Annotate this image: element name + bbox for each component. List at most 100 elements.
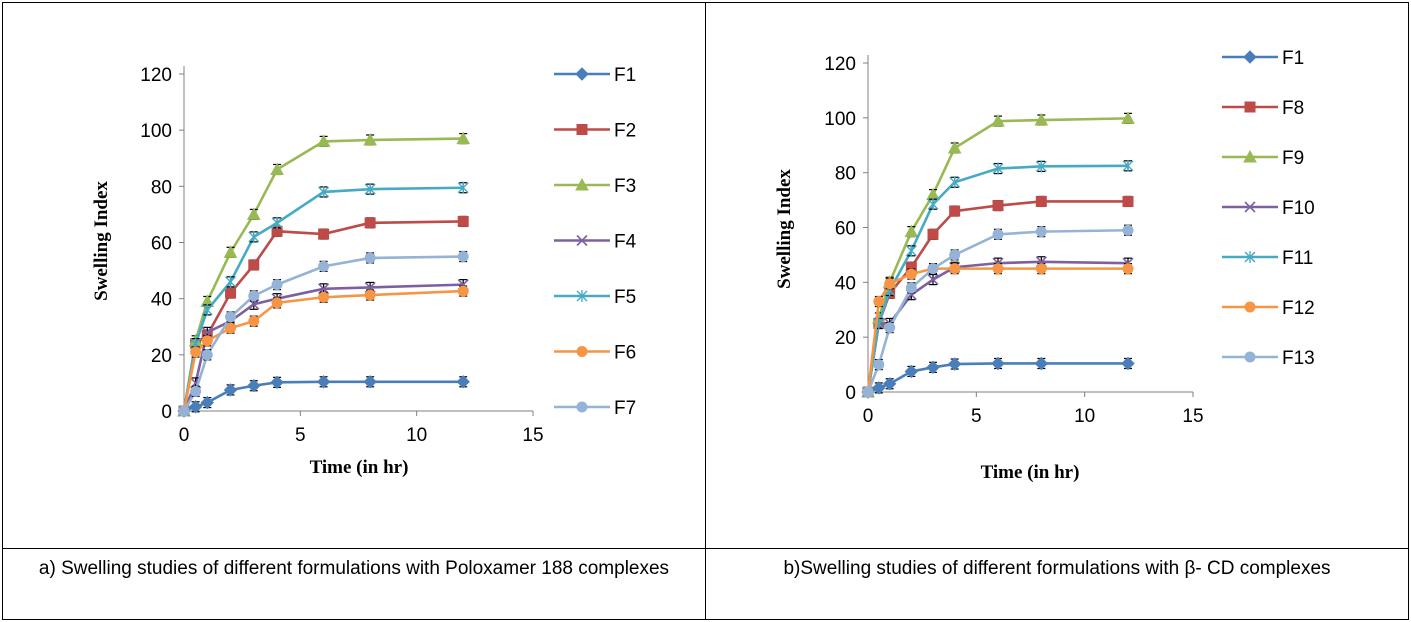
data-point <box>316 375 331 389</box>
data-point <box>248 259 260 271</box>
legend-label: F10 <box>1282 198 1315 219</box>
axes: 0 20 40 60 80 100 120 0 5 10 15 <box>140 65 543 446</box>
caption-cell-a: a) Swelling studies of different formula… <box>2 548 706 620</box>
data-point <box>225 311 237 323</box>
data-point <box>1121 111 1135 124</box>
data-point <box>364 217 376 229</box>
data-point <box>927 228 939 240</box>
x-tick-label: 15 <box>1182 406 1203 427</box>
legend-item-F8: F8 <box>1222 98 1304 119</box>
data-point <box>271 297 283 309</box>
data-point <box>884 322 896 334</box>
data-point <box>1035 226 1047 238</box>
data-point <box>949 249 961 261</box>
legend-marker <box>575 177 589 191</box>
data-point <box>947 357 962 371</box>
data-point <box>364 183 376 196</box>
legend-label: F3 <box>614 176 636 197</box>
y-tick-label: 20 <box>151 346 172 367</box>
y-tick-label: 0 <box>161 402 172 423</box>
legend-label: F5 <box>614 287 636 308</box>
data-point <box>1035 160 1047 173</box>
y-axis-title: Swelling Index <box>774 169 795 289</box>
chart-a-svg: 0 20 40 60 80 100 120 0 5 10 15 Time (in hr) Swellin… <box>91 65 637 478</box>
series-F9 <box>861 111 1135 398</box>
data-point <box>926 360 940 375</box>
series-F1 <box>177 375 470 418</box>
data-point <box>201 303 213 316</box>
data-point <box>1035 195 1047 207</box>
data-point <box>201 349 213 361</box>
y-tick-label: 40 <box>835 273 856 294</box>
data-point <box>200 395 214 410</box>
data-point <box>992 228 1004 240</box>
legend-item-F7: F7 <box>554 398 636 419</box>
data-point <box>991 114 1005 127</box>
data-point <box>1122 263 1134 275</box>
data-point <box>872 381 886 395</box>
data-point <box>862 386 874 398</box>
data-point <box>873 296 885 308</box>
data-point <box>364 289 376 301</box>
legend-item-F6: F6 <box>554 343 636 364</box>
legend-label: F12 <box>1282 298 1315 319</box>
data-point <box>457 181 469 194</box>
caption-cell-b: b)Swelling studies of different formulat… <box>705 548 1409 620</box>
y-tick-label: 60 <box>835 219 856 240</box>
data-point <box>1121 356 1135 371</box>
data-point <box>905 268 917 280</box>
data-point <box>457 285 469 297</box>
legend-item-F9: F9 <box>1222 148 1304 169</box>
data-point <box>904 364 919 379</box>
legend-item-F11: F11 <box>1222 248 1313 269</box>
data-point <box>992 200 1004 212</box>
data-point <box>316 134 331 147</box>
legend-marker <box>575 67 589 81</box>
data-point <box>364 252 376 264</box>
legend-marker <box>1244 201 1256 213</box>
legend-label: F11 <box>1282 248 1313 269</box>
y-tick-label: 120 <box>140 65 172 86</box>
series-F7 <box>178 250 469 417</box>
y-tick-label: 100 <box>824 109 856 130</box>
x-tick-label: 5 <box>971 406 982 427</box>
data-point <box>271 216 283 229</box>
series-F5 <box>178 181 469 417</box>
data-point <box>318 291 330 303</box>
data-point <box>270 162 284 175</box>
caption-a: a) Swelling studies of different formula… <box>38 558 670 579</box>
legend-marker <box>576 346 588 357</box>
legend-marker <box>1244 251 1256 263</box>
legend-marker <box>1243 50 1257 64</box>
legend-label: F1 <box>614 65 636 86</box>
data-point <box>949 176 961 189</box>
y-tick-label: 20 <box>835 328 856 349</box>
legend: F1 F2 F3 F4 F5 F6 F7 <box>554 65 637 419</box>
legend-item-F1: F1 <box>554 65 636 86</box>
data-point <box>927 198 939 211</box>
data-point <box>201 335 213 347</box>
data-point <box>1035 263 1047 275</box>
data-point <box>457 251 469 263</box>
data-point <box>246 207 261 220</box>
legend-label: F9 <box>1282 148 1304 169</box>
data-point <box>270 375 284 390</box>
chart-panel-a: 0 20 40 60 80 100 120 0 5 10 15 Time (in hr) Swellin… <box>2 2 706 549</box>
data-point <box>905 282 917 294</box>
legend-item-F2: F2 <box>554 121 636 142</box>
data-point <box>456 131 471 145</box>
data-point <box>456 375 470 389</box>
data-point <box>947 140 962 154</box>
data-point <box>991 356 1005 371</box>
data-point <box>318 260 330 272</box>
legend-label: F2 <box>614 121 636 142</box>
x-tick-label: 15 <box>522 425 543 446</box>
y-tick-label: 100 <box>140 121 172 142</box>
x-tick-label: 5 <box>295 425 306 446</box>
data-point <box>363 132 377 146</box>
series-F13 <box>862 224 1134 398</box>
legend-item-F10: F10 <box>1222 198 1315 219</box>
data-point <box>926 187 940 201</box>
legend-marker <box>1244 351 1256 363</box>
data-point <box>927 274 939 286</box>
